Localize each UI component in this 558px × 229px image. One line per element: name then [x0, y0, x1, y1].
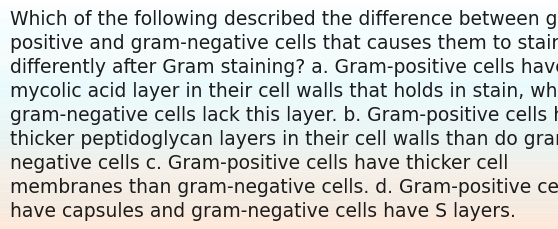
- Text: positive and gram-negative cells that causes them to stain: positive and gram-negative cells that ca…: [10, 34, 558, 53]
- Text: differently after Gram staining? a. Gram-positive cells have a: differently after Gram staining? a. Gram…: [10, 58, 558, 77]
- Text: mycolic acid layer in their cell walls that holds in stain, whereas: mycolic acid layer in their cell walls t…: [10, 82, 558, 101]
- Text: Which of the following described the difference between gram-: Which of the following described the dif…: [10, 10, 558, 29]
- Text: have capsules and gram-negative cells have S layers.: have capsules and gram-negative cells ha…: [10, 201, 516, 220]
- Text: membranes than gram-negative cells. d. Gram-positive cells: membranes than gram-negative cells. d. G…: [10, 177, 558, 196]
- Text: gram-negative cells lack this layer. b. Gram-positive cells have: gram-negative cells lack this layer. b. …: [10, 106, 558, 125]
- Text: negative cells c. Gram-positive cells have thicker cell: negative cells c. Gram-positive cells ha…: [10, 153, 508, 172]
- Text: thicker peptidoglycan layers in their cell walls than do gram-: thicker peptidoglycan layers in their ce…: [10, 129, 558, 148]
